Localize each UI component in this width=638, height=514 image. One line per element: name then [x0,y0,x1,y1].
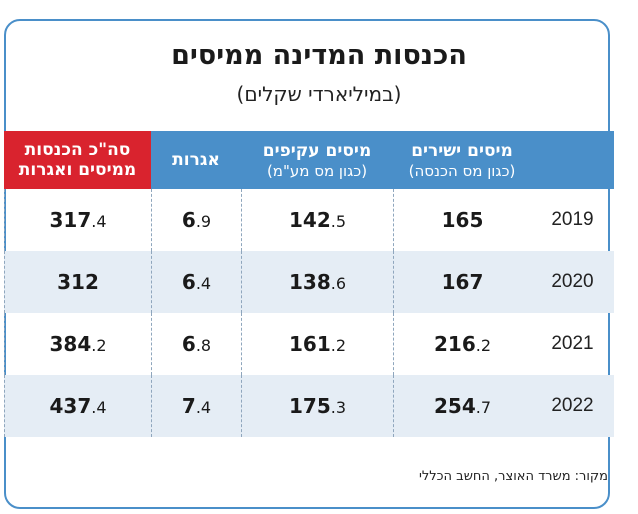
cell-year: 2021 [531,313,614,375]
header-total-label: סה"כ הכנסות [24,140,131,160]
cell-direct: 165 [393,189,531,251]
value-direct: 254.7 [434,394,492,418]
table-row: 437.4 7.4 175.3 254.7 2022 [4,375,614,437]
value-indirect: 138.6 [289,270,347,294]
table-header-row: סה"כ הכנסות ממיסים ואגרות אגרות מיסים עק… [4,131,614,189]
value-indirect: 142.5 [289,208,347,232]
value-direct: 216.2 [434,332,492,356]
cell-direct: 216.2 [393,313,531,375]
header-fees: אגרות [151,131,241,189]
header-total-label-2: ממיסים ואגרות [18,160,137,180]
header-direct-sublabel: (כגון מס הכנסה) [408,161,516,180]
table-row: 317.4 6.9 142.5 165 2019 [4,189,614,251]
value-direct: 165 [441,208,484,232]
cell-total: 317.4 [4,189,151,251]
cell-indirect: 138.6 [241,251,393,313]
cell-total: 437.4 [4,375,151,437]
header-direct: מיסים ישירים (כגון מס הכנסה) [393,131,531,189]
cell-indirect: 161.2 [241,313,393,375]
cell-fees: 6.9 [151,189,241,251]
value-fees: 7.4 [181,394,212,418]
cell-total: 384.2 [4,313,151,375]
cell-year: 2020 [531,251,614,313]
value-year: 2020 [551,271,594,292]
value-indirect: 175.3 [289,394,347,418]
table-row: 312 6.4 138.6 167 2020 [4,251,614,313]
header-indirect-sublabel: (כגון מס מע"מ) [266,161,368,180]
value-fees: 6.4 [181,270,212,294]
header-indirect: מיסים עקיפים (כגון מס מע"מ) [241,131,393,189]
value-indirect: 161.2 [289,332,347,356]
source-note: מקור: משרד האוצר, החשב הכללי [419,469,608,484]
value-year: 2019 [551,209,594,230]
cell-fees: 6.8 [151,313,241,375]
cell-direct: 254.7 [393,375,531,437]
cell-direct: 167 [393,251,531,313]
chart-title: הכנסות המדינה ממיסים [171,40,467,71]
cell-indirect: 142.5 [241,189,393,251]
cell-fees: 6.4 [151,251,241,313]
value-fees: 6.8 [181,332,212,356]
value-total: 384.2 [49,332,107,356]
cell-fees: 7.4 [151,375,241,437]
value-total: 317.4 [49,208,107,232]
table-body: 317.4 6.9 142.5 165 2019 312 6.4 138.6 167 2020 38… [4,189,614,437]
header-indirect-label: מיסים עקיפים [262,140,372,161]
table-row: 384.2 6.8 161.2 216.2 2021 [4,313,614,375]
value-direct: 167 [441,270,484,294]
value-total: 437.4 [49,394,107,418]
header-year [531,131,614,189]
data-table: סה"כ הכנסות ממיסים ואגרות אגרות מיסים עק… [4,131,614,437]
value-year: 2021 [551,333,594,354]
chart-subtitle: (במיליארדי שקלים) [236,82,402,106]
value-fees: 6.9 [181,208,212,232]
value-total: 312 [57,270,99,294]
header-fees-label: אגרות [172,150,220,170]
cell-indirect: 175.3 [241,375,393,437]
cell-year: 2019 [531,189,614,251]
header-total: סה"כ הכנסות ממיסים ואגרות [4,131,151,189]
cell-total: 312 [4,251,151,313]
cell-year: 2022 [531,375,614,437]
header-direct-label: מיסים ישירים [411,140,513,161]
value-year: 2022 [551,395,594,416]
